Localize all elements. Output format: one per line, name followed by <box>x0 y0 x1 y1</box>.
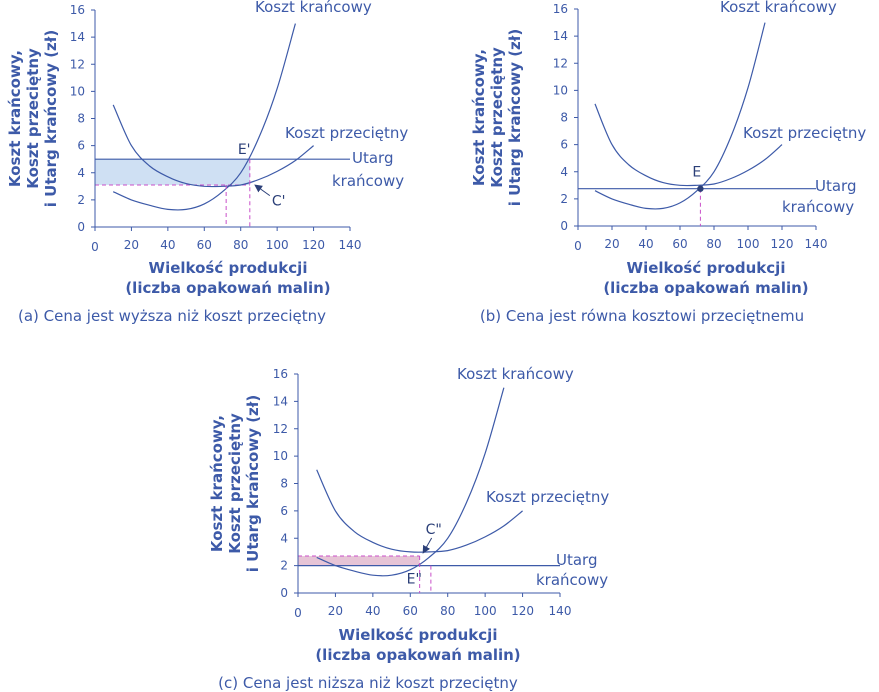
y-axis-title-b: Koszt krańcowy, <box>470 49 488 186</box>
marginal-revenue-label-b: Utarg <box>815 177 856 195</box>
y-axis-title-a: Koszt przeciętny <box>24 48 42 189</box>
equilibrium-point-b <box>697 185 704 192</box>
x-tick-label-c: 80 <box>440 604 455 618</box>
x-tick-label-a: 120 <box>302 238 325 252</box>
x-tick-label-a: 60 <box>197 238 212 252</box>
average-cost-curve-a <box>112 104 314 188</box>
shaded-area-a <box>95 159 250 185</box>
y-tick-label-c: 10 <box>273 449 288 463</box>
x-axis-title-c: (liczba opakowań malin) <box>315 646 520 664</box>
average-cost-label-a: Koszt przeciętny <box>285 124 408 142</box>
x-tick-label-c: 40 <box>365 604 380 618</box>
marginal-revenue-label-c: krańcowy <box>536 571 608 589</box>
x-tick-label-b: 80 <box>706 237 721 251</box>
x-tick-label-a: 0 <box>91 240 99 254</box>
x-axis-title-a: Wielkość produkcji <box>149 259 308 277</box>
x-axis-title-a: (liczba opakowań malin) <box>125 279 330 297</box>
marginal-cost-curve-a <box>112 23 296 211</box>
point-label-b: E <box>692 165 701 181</box>
y-tick-label-b: 2 <box>560 192 568 206</box>
y-tick-label-c: 16 <box>273 367 288 381</box>
pointer-arrow-a <box>254 184 271 197</box>
marginal-revenue-label-b: krańcowy <box>782 198 854 216</box>
pointer-arrow-c <box>422 537 433 554</box>
x-tick-label-b: 0 <box>574 239 582 253</box>
x-tick-label-c: 100 <box>474 604 497 618</box>
y-axis-title-b: i Utarg krańcowy (zł) <box>506 29 524 206</box>
y-tick-label-a: 10 <box>70 84 85 98</box>
x-tick-label-a: 80 <box>233 238 248 252</box>
y-tick-label-a: 16 <box>70 3 85 17</box>
y-tick-label-b: 0 <box>560 219 568 233</box>
x-tick-label-b: 140 <box>805 237 828 251</box>
point-label-e-c: E" <box>407 572 422 588</box>
point-label-c-c: C" <box>426 522 442 538</box>
y-axis-title-a: i Utarg krańcowy (zł) <box>42 30 60 207</box>
x-tick-label-c: 140 <box>549 604 572 618</box>
y-tick-label-c: 2 <box>280 559 288 573</box>
x-tick-label-a: 20 <box>124 238 139 252</box>
marginal-cost-label-a: Koszt krańcowy <box>255 0 372 16</box>
x-tick-label-b: 40 <box>638 237 653 251</box>
y-tick-label-c: 12 <box>273 422 288 436</box>
x-tick-label-c: 120 <box>511 604 534 618</box>
x-tick-label-b: 20 <box>604 237 619 251</box>
x-axis-title-b: Wielkość produkcji <box>627 259 786 277</box>
y-tick-label-c: 6 <box>280 504 288 518</box>
y-tick-label-a: 0 <box>77 220 85 234</box>
y-tick-label-a: 12 <box>70 57 85 71</box>
y-tick-label-c: 14 <box>273 394 288 408</box>
average-cost-curve-c <box>316 469 523 553</box>
y-tick-label-b: 12 <box>553 56 568 70</box>
y-tick-label-b: 16 <box>553 2 568 16</box>
y-tick-label-c: 4 <box>280 531 288 545</box>
y-axis-title-a: Koszt krańcowy, <box>6 50 24 187</box>
marginal-cost-curve-b <box>594 22 766 210</box>
y-tick-label-a: 14 <box>70 30 85 44</box>
x-tick-label-c: 60 <box>403 604 418 618</box>
x-tick-label-a: 40 <box>160 238 175 252</box>
average-cost-label-b: Koszt przeciętny <box>743 124 866 142</box>
y-tick-label-b: 6 <box>560 138 568 152</box>
average-cost-curve-b <box>594 103 783 187</box>
x-tick-label-c: 20 <box>328 604 343 618</box>
marginal-cost-label-c: Koszt krańcowy <box>457 365 574 383</box>
y-tick-label-a: 8 <box>77 112 85 126</box>
panel-caption-b: (b) Cena jest równa kosztowi przeciętnem… <box>480 307 804 325</box>
panel-caption-a: (a) Cena jest wyższa niż koszt przeciętn… <box>18 307 326 325</box>
marginal-revenue-label-c: Utarg <box>556 551 597 569</box>
y-tick-label-a: 6 <box>77 139 85 153</box>
shaded-area-c <box>298 556 420 566</box>
x-tick-label-b: 100 <box>737 237 760 251</box>
x-axis-title-c: Wielkość produkcji <box>339 626 498 644</box>
x-tick-label-a: 100 <box>266 238 289 252</box>
marginal-revenue-label-a: krańcowy <box>332 172 404 190</box>
y-tick-label-b: 8 <box>560 111 568 125</box>
y-tick-label-a: 4 <box>77 166 85 180</box>
y-tick-label-c: 8 <box>280 477 288 491</box>
x-tick-label-b: 60 <box>672 237 687 251</box>
x-tick-label-a: 140 <box>339 238 362 252</box>
y-tick-label-a: 2 <box>77 193 85 207</box>
average-cost-label-c: Koszt przeciętny <box>486 488 609 506</box>
point-label-e-a: E' <box>238 142 251 158</box>
point-label-c-a: C' <box>272 194 286 210</box>
marginal-cost-label-b: Koszt krańcowy <box>720 0 837 16</box>
y-tick-label-b: 10 <box>553 83 568 97</box>
x-axis-title-b: (liczba opakowań malin) <box>603 279 808 297</box>
y-axis-title-c: i Utarg krańcowy (zł) <box>244 395 262 572</box>
x-tick-label-c: 0 <box>294 606 302 620</box>
marginal-revenue-label-a: Utarg <box>352 149 393 167</box>
y-axis-title-b: Koszt przeciętny <box>488 47 506 188</box>
y-axis-title-c: Koszt przeciętny <box>226 413 244 554</box>
y-tick-label-b: 4 <box>560 165 568 179</box>
marginal-cost-curve-c <box>316 387 505 577</box>
y-tick-label-c: 0 <box>280 586 288 600</box>
y-axis-title-c: Koszt krańcowy, <box>208 415 226 552</box>
x-tick-label-b: 120 <box>771 237 794 251</box>
y-tick-label-b: 14 <box>553 29 568 43</box>
panel-caption-c: (c) Cena jest niższa niż koszt przeciętn… <box>218 674 518 692</box>
